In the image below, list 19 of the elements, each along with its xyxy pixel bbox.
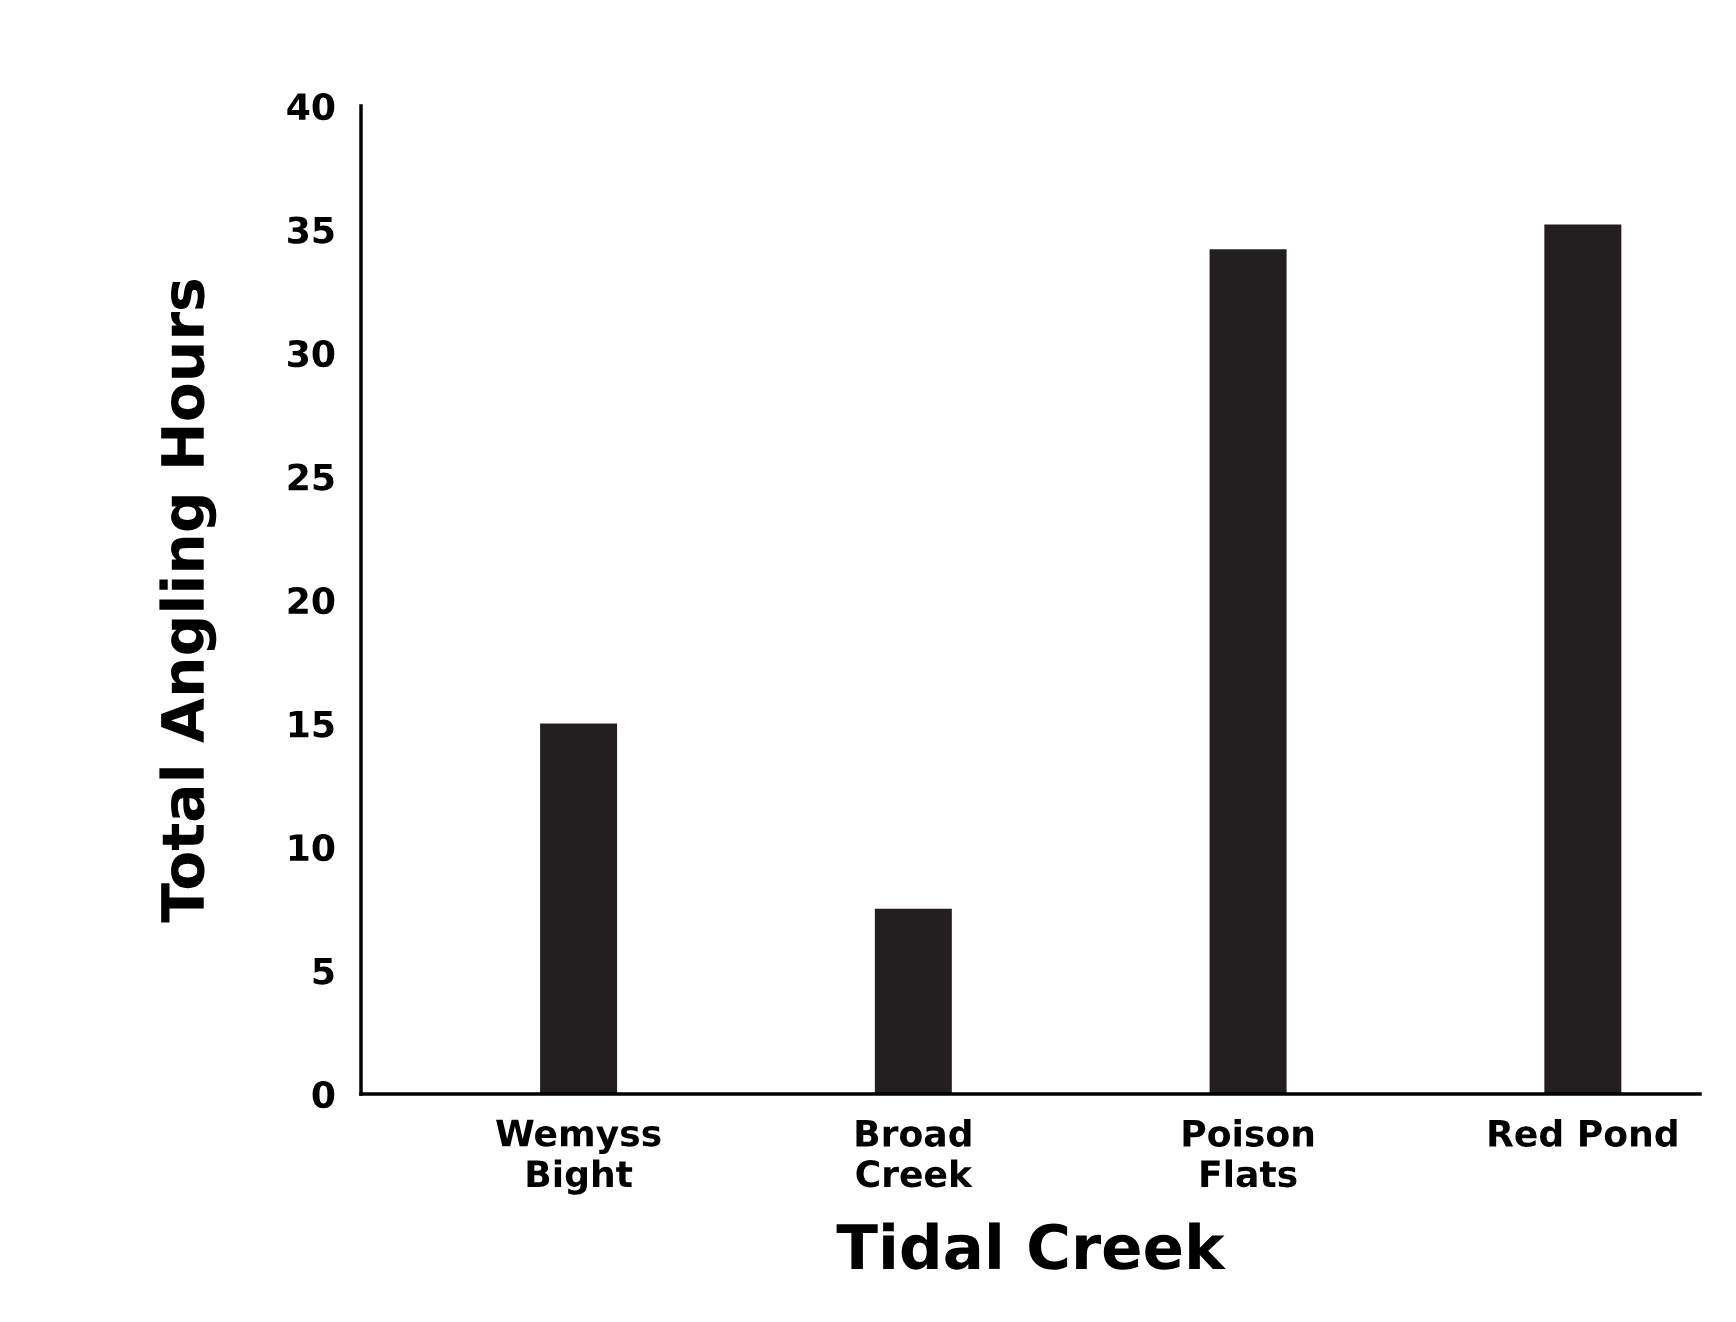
- x-tick-label: Broad Creek: [856, 1119, 973, 1188]
- y-axis-title: Total Angling Hours: [159, 279, 217, 923]
- x-axis-title: Tidal Creek: [836, 1222, 1226, 1270]
- y-tick-label: 0: [312, 1080, 335, 1109]
- y-tick-label: 10: [289, 833, 335, 862]
- bar: [1544, 224, 1622, 1094]
- y-tick-label: 30: [288, 339, 335, 368]
- y-tick-label: 25: [288, 463, 334, 491]
- bar: [1209, 249, 1287, 1094]
- x-tick-label: Poison Flats: [1183, 1119, 1314, 1188]
- x-tick-label: Wemyss Bight: [496, 1119, 661, 1195]
- y-tick-label: 35: [288, 216, 334, 244]
- y-tick-label: 40: [287, 92, 335, 121]
- bar: [540, 723, 618, 1094]
- x-tick-label: Red Pond: [1489, 1119, 1677, 1147]
- y-tick-label: 15: [289, 710, 334, 738]
- y-tick-label: 20: [288, 586, 335, 615]
- bar: [874, 908, 952, 1094]
- y-tick-label: 5: [313, 957, 334, 985]
